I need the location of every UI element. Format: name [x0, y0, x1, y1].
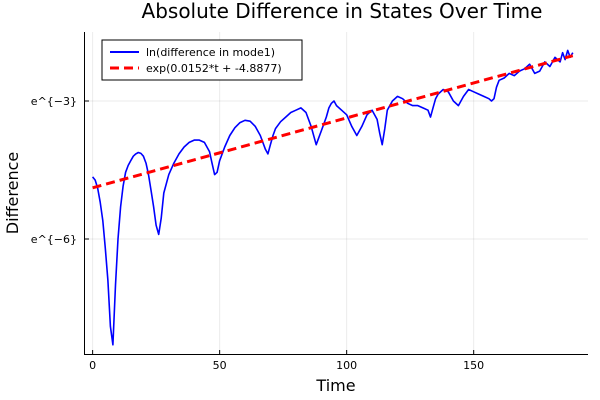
- x-tick-label: 100: [336, 359, 357, 372]
- y-axis-label: Difference: [3, 152, 22, 234]
- legend-box: [101, 39, 303, 81]
- x-ticks: 0 50 100 150: [89, 350, 484, 372]
- legend-label-0: ln(difference in mode1): [146, 46, 275, 59]
- chart-title: Absolute Difference in States Over Time: [142, 0, 543, 23]
- x-tick-label: 150: [463, 359, 484, 372]
- series-line-mode1: [91, 49, 574, 346]
- x-axis-label: Time: [315, 376, 355, 395]
- x-tick-label: 50: [213, 359, 227, 372]
- x-tick-label: 0: [89, 359, 96, 372]
- y-ticks: e^{−6} e^{−3}: [31, 95, 89, 246]
- axes: [84, 32, 588, 355]
- legend: ln(difference in mode1) exp(0.0152*t + -…: [101, 39, 303, 81]
- y-tick-label: e^{−3}: [31, 95, 77, 108]
- legend-label-1: exp(0.0152*t + -4.8877): [146, 62, 282, 75]
- grid: [85, 32, 588, 354]
- y-tick-label: e^{−6}: [31, 233, 77, 246]
- series-layer: [91, 49, 574, 346]
